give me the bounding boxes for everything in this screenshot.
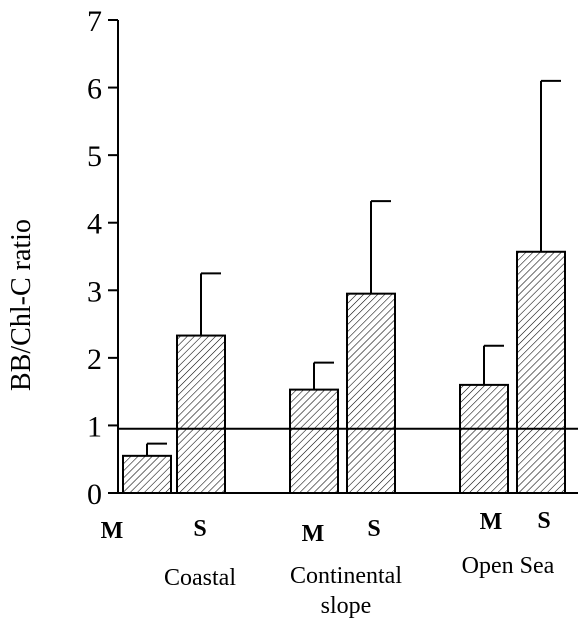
group-label-line: slope <box>321 593 372 619</box>
bar-label: M <box>302 521 325 547</box>
y-tick-label: 1 <box>87 410 102 443</box>
group-label: Coastal <box>164 565 236 591</box>
y-tick-label: 5 <box>87 140 102 173</box>
bar <box>516 250 566 494</box>
bar-label: M <box>480 509 503 535</box>
group-label-line: Coastal <box>164 565 236 591</box>
y-tick-label: 0 <box>87 478 102 511</box>
y-axis-title: BB/Chl-C ratio <box>6 219 37 391</box>
bar-label: S <box>193 516 206 542</box>
bar <box>176 334 226 494</box>
bar <box>289 388 339 495</box>
bar <box>122 454 172 495</box>
bar <box>459 383 509 494</box>
bar <box>346 292 396 494</box>
bar-label: M <box>101 518 124 544</box>
bar-label: S <box>537 508 550 534</box>
group-label: Open Sea <box>462 553 555 579</box>
bars-layer: M S Coastal M S Continental slope M S Open Sea <box>101 79 578 619</box>
y-tick-label: 7 <box>87 5 102 38</box>
group-label-line: Continental <box>290 563 402 589</box>
group-label-line: Open Sea <box>462 553 555 579</box>
group-label: Continental slope <box>290 563 402 619</box>
y-tick-label: 3 <box>87 275 102 308</box>
y-tick-label: 4 <box>87 208 102 241</box>
bar-label: S <box>367 516 380 542</box>
y-tick-label: 2 <box>87 343 102 376</box>
y-tick-label: 6 <box>87 73 102 106</box>
